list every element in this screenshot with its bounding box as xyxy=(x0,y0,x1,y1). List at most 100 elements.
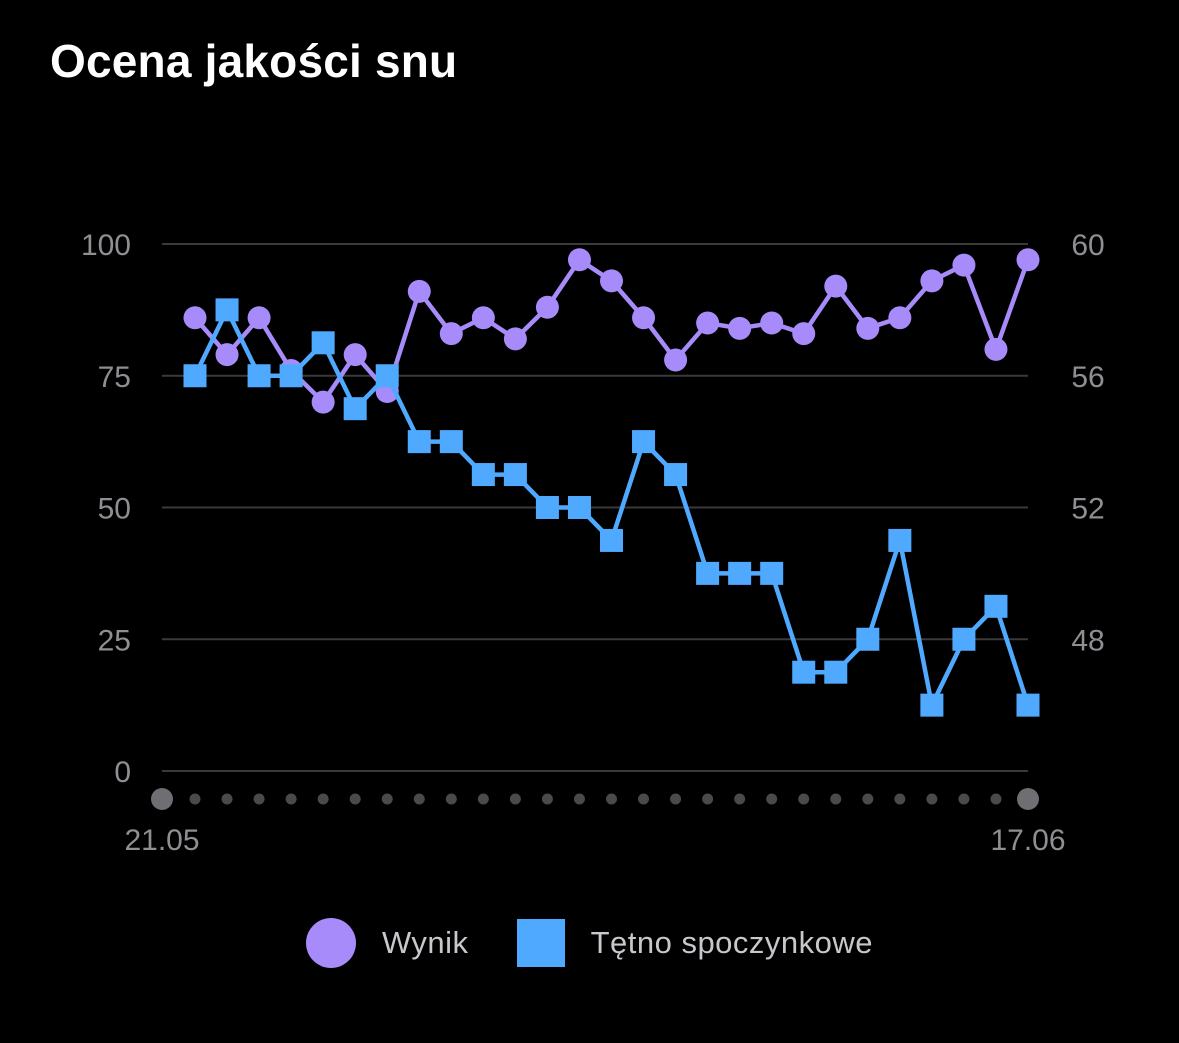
x-axis-dot xyxy=(253,793,265,805)
data-point xyxy=(824,660,848,684)
data-point xyxy=(183,364,207,388)
x-axis-dot xyxy=(670,793,682,805)
x-axis-dot xyxy=(894,793,906,805)
x-axis-dot xyxy=(317,793,329,805)
x-axis-dot xyxy=(477,793,489,805)
data-point xyxy=(567,248,591,272)
legend-label-tetno: Tętno spoczynkowe xyxy=(590,925,874,960)
data-point xyxy=(600,528,623,552)
x-axis-dot xyxy=(381,793,393,805)
data-point xyxy=(696,311,720,335)
series-group xyxy=(183,248,1040,717)
x-axis-dot xyxy=(990,793,1002,805)
x-axis-dot xyxy=(445,793,457,805)
x-axis-dot xyxy=(862,793,874,805)
x-axis-dot xyxy=(573,793,585,805)
x-axis-dot xyxy=(606,793,617,805)
data-point xyxy=(535,496,559,519)
x-start-label: 21.05 xyxy=(124,824,199,857)
square-marker-icon xyxy=(516,919,565,967)
data-point xyxy=(728,561,752,585)
data-point xyxy=(215,298,239,322)
data-point xyxy=(888,528,912,552)
data-point xyxy=(503,463,527,487)
data-point xyxy=(824,274,848,298)
x-axis-dot xyxy=(638,793,650,805)
x-axis-dot xyxy=(830,793,842,805)
data-point xyxy=(1016,248,1040,272)
right-tick-label: 56 xyxy=(1071,361,1104,394)
x-axis-end-dot xyxy=(1017,788,1039,810)
legend-item-tetno[interactable]: Tętno spoczynkowe xyxy=(516,919,874,967)
right-tick-label: 52 xyxy=(1071,493,1104,526)
data-point xyxy=(792,322,816,346)
data-point xyxy=(664,348,688,372)
x-axis-dot xyxy=(221,793,233,805)
x-axis-dot xyxy=(413,793,425,805)
data-point xyxy=(535,295,559,319)
right-axis: 60 56 52 48 xyxy=(1071,229,1104,657)
data-point xyxy=(856,316,880,340)
left-tick-label: 75 xyxy=(98,361,131,394)
x-axis-dot xyxy=(541,793,553,805)
left-axis: 100 75 50 25 0 xyxy=(81,229,131,789)
data-point xyxy=(343,343,367,367)
data-point xyxy=(407,279,431,303)
legend: Wynik Tętno spoczynkowe xyxy=(0,918,1179,968)
data-point xyxy=(311,390,335,414)
x-end-label: 17.06 xyxy=(990,824,1065,857)
data-point xyxy=(984,594,1008,618)
data-point xyxy=(279,364,303,388)
data-point xyxy=(407,430,431,454)
right-tick-label: 48 xyxy=(1071,624,1104,657)
data-point xyxy=(760,561,784,585)
data-point xyxy=(792,660,816,684)
data-point xyxy=(215,343,239,367)
right-tick-label: 60 xyxy=(1071,229,1104,262)
x-axis-dot xyxy=(349,793,361,805)
chart-area: 100 75 50 25 0 60 56 52 48 21.05 17.06 xyxy=(81,229,1105,857)
data-point xyxy=(343,397,367,421)
left-tick-label: 100 xyxy=(81,229,131,262)
series-wynik xyxy=(183,248,1040,414)
data-point xyxy=(439,322,463,346)
series-tetno xyxy=(183,298,1040,717)
left-tick-label: 0 xyxy=(114,756,131,789)
data-point xyxy=(439,430,463,454)
x-axis-dot xyxy=(509,793,521,805)
data-point xyxy=(728,316,752,340)
data-point xyxy=(471,306,495,330)
data-point xyxy=(632,306,656,330)
gridlines xyxy=(162,243,1028,772)
data-point xyxy=(760,311,784,335)
x-axis-dot xyxy=(702,793,714,805)
x-axis-dot xyxy=(766,793,778,805)
circle-marker-icon xyxy=(305,918,356,968)
data-point xyxy=(471,463,495,487)
data-point xyxy=(247,364,271,388)
data-point xyxy=(311,331,335,355)
data-point xyxy=(856,627,880,651)
data-point xyxy=(888,306,912,330)
data-point xyxy=(503,327,527,351)
data-point xyxy=(952,627,976,651)
data-point xyxy=(952,253,976,277)
left-tick-label: 50 xyxy=(98,493,131,526)
data-point xyxy=(600,269,623,293)
legend-label-wynik: Wynik xyxy=(381,925,469,960)
data-point xyxy=(1016,693,1040,717)
x-axis-dot xyxy=(926,793,938,805)
legend-item-wynik[interactable]: Wynik xyxy=(305,918,469,968)
data-point xyxy=(183,306,207,330)
x-axis-dot xyxy=(189,793,201,805)
data-point xyxy=(632,430,656,454)
x-axis-dot xyxy=(285,793,297,805)
data-point xyxy=(696,561,720,585)
data-point xyxy=(920,693,944,717)
data-point xyxy=(664,463,688,487)
x-axis-start-dot xyxy=(151,788,173,810)
x-axis: 21.05 17.06 xyxy=(124,788,1066,857)
data-point xyxy=(247,306,271,330)
left-tick-label: 25 xyxy=(98,624,131,657)
data-point xyxy=(920,269,944,293)
